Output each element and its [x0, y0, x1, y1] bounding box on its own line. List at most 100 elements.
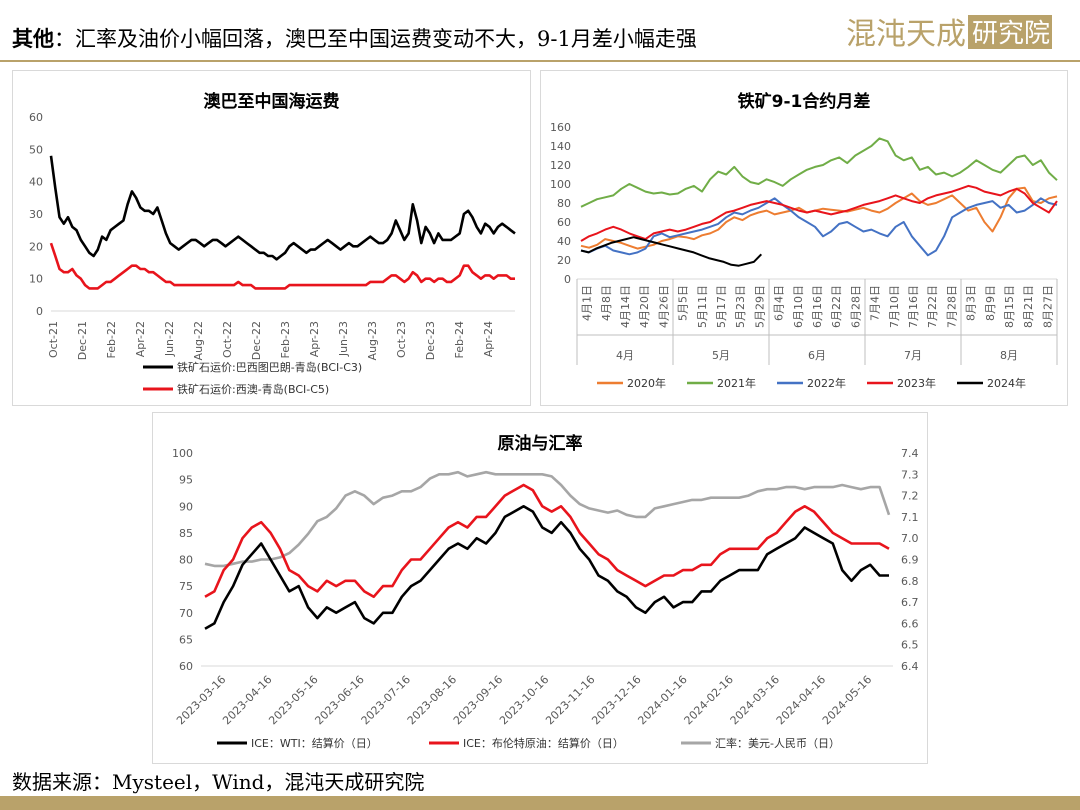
x-tick-label: 4月20日 — [638, 285, 651, 328]
y-tick-label: 60 — [179, 660, 193, 673]
slide-header: 其他：汇率及油价小幅回落，澳巴至中国运费变动不大，9-1月差小幅走强 混沌天成 … — [0, 0, 1080, 62]
x-tick-label: 5月11日 — [696, 285, 709, 328]
y-tick-label: 85 — [179, 527, 193, 540]
x-tick-label: Oct-22 — [221, 321, 234, 358]
x-tick-label: Feb-22 — [105, 321, 118, 358]
y-tick-label: 30 — [29, 208, 43, 221]
legend-label: 2023年 — [897, 376, 936, 390]
x-tick-label: 6月4日 — [773, 285, 786, 321]
x-tick-label: Dec-22 — [250, 321, 263, 360]
y-tick-label: 70 — [179, 607, 193, 620]
y-tick-label: 10 — [29, 273, 43, 286]
y2-tick-label: 6.5 — [901, 639, 919, 652]
x-tick-label: 5月17日 — [715, 285, 728, 328]
legend-label: 2020年 — [627, 376, 666, 390]
y-tick-label: 140 — [550, 140, 571, 153]
y-tick-label: 20 — [29, 240, 43, 253]
y2-tick-label: 6.6 — [901, 617, 919, 630]
x-tick-label: Jun-23 — [337, 321, 350, 357]
y-tick-label: 160 — [550, 121, 571, 134]
legend-label: ICE：WTI：结算价（日） — [251, 736, 378, 750]
y2-tick-label: 7.0 — [901, 532, 919, 545]
x-tick-label: 5月5日 — [677, 285, 690, 321]
x-tick-label: 4月26日 — [657, 285, 670, 328]
brand-logo: 混沌天成 研究院 — [846, 15, 1052, 52]
x-tick-label: 5月23日 — [734, 285, 747, 328]
footer-bar — [0, 796, 1080, 810]
x-tick-label: 8月15日 — [1003, 285, 1016, 328]
series-line — [580, 197, 1058, 257]
series-line — [580, 186, 1058, 250]
series-line — [49, 242, 515, 290]
y-tick-label: 60 — [557, 216, 571, 229]
group-label: 6月 — [808, 349, 826, 362]
y-tick-label: 65 — [179, 633, 193, 646]
x-tick-label: 4月1日 — [581, 285, 594, 321]
x-tick-label: Jun-22 — [163, 321, 176, 357]
x-tick-label: 8月27日 — [1041, 285, 1054, 328]
data-source-note: 数据来源：Mysteel，Wind，混沌天成研究院 — [12, 770, 425, 794]
x-tick-label: 6月22日 — [830, 285, 843, 328]
slide-title-rest: ：汇率及油价小幅回落，澳巴至中国运费变动不大，9-1月差小幅走强 — [54, 27, 697, 51]
x-tick-label: Aug-22 — [192, 321, 205, 360]
x-tick-label: Feb-24 — [453, 321, 466, 358]
oil-fx-chart-panel: 原油与汇率 60 65 70 75 80 85 90 95 100 6.4 6.5 6.6 6.7 6.8… — [152, 412, 928, 764]
y-tick-label: 50 — [29, 143, 43, 156]
y-tick-label: 75 — [179, 580, 193, 593]
legend-label: 2022年 — [807, 376, 846, 390]
x-tick-label: 6月28日 — [849, 285, 862, 328]
legend-label: 2024年 — [987, 376, 1026, 390]
x-tick-label: 8月9日 — [984, 285, 997, 321]
x-tick-label: 7月4日 — [869, 285, 882, 321]
x-tick-label: 6月10日 — [792, 285, 805, 328]
x-tick-label: 7月28日 — [945, 285, 958, 328]
series-line — [204, 483, 890, 599]
legend-label: ICE：布伦特原油：结算价（日） — [463, 736, 624, 750]
svg-text:混沌天成: 混沌天成 — [846, 17, 966, 52]
legend-label: 2021年 — [717, 376, 756, 390]
y-tick-label: 40 — [29, 176, 43, 189]
y-tick-label: 100 — [550, 178, 571, 191]
slide-title-bold: 其他 — [12, 26, 54, 51]
x-tick-label: 4月14日 — [619, 285, 632, 328]
x-tick-label: 5月29日 — [753, 285, 766, 328]
svg-text:研究院: 研究院 — [972, 19, 1050, 49]
x-tick-label: Apr-22 — [134, 321, 147, 357]
series-line — [204, 470, 891, 568]
x-tick-label: 2024-05-16 — [820, 673, 874, 727]
y2-tick-label: 7.4 — [901, 447, 919, 460]
slide-title: 其他：汇率及油价小幅回落，澳巴至中国运费变动不大，9-1月差小幅走强 — [12, 26, 697, 52]
spread-chart-title: 铁矿9-1合约月差 — [737, 92, 871, 112]
group-label: 7月 — [904, 349, 922, 362]
x-tick-label: 7月22日 — [926, 285, 939, 328]
x-tick-label: Feb-23 — [279, 321, 292, 358]
freight-chart-title: 澳巴至中国海运费 — [203, 92, 340, 112]
y-tick-label: 40 — [557, 235, 571, 248]
y-tick-label: 80 — [557, 197, 571, 210]
y-tick-label: 120 — [550, 159, 571, 172]
oil-fx-chart-title: 原油与汇率 — [497, 434, 583, 454]
y2-tick-label: 7.1 — [901, 511, 919, 524]
series-line — [580, 236, 763, 267]
x-tick-label: 8月3日 — [965, 285, 978, 321]
series-line — [580, 137, 1058, 208]
y-tick-label: 90 — [179, 500, 193, 513]
freight-chart-panel: 澳巴至中国海运费 0 10 20 30 40 50 60 Oct-21 Dec-21 Feb-22… — [12, 70, 531, 406]
x-tick-label: 4月8日 — [600, 285, 613, 321]
header-rule — [0, 60, 1080, 62]
x-tick-label: Apr-24 — [482, 321, 495, 357]
y2-tick-label: 6.7 — [901, 596, 919, 609]
x-tick-label: Dec-23 — [424, 321, 437, 360]
y-tick-label: 100 — [172, 447, 193, 460]
freight-chart-svg: 0 10 20 30 40 50 60 Oct-21 Dec-21 Feb-22 Apr-22 Jun… — [29, 111, 516, 396]
y2-tick-label: 6.8 — [901, 575, 919, 588]
series-line — [580, 184, 1058, 242]
y-tick-label: 20 — [557, 254, 571, 267]
legend-label: 铁矿石运价:巴西图巴朗-青岛(BCI-C3) — [177, 360, 362, 374]
y-tick-label: 0 — [36, 305, 43, 318]
x-tick-label: 7月16日 — [907, 285, 920, 328]
x-tick-label: 6月16日 — [811, 285, 824, 328]
y2-tick-label: 7.2 — [901, 490, 919, 503]
legend-label: 铁矿石运价:西澳-青岛(BCI-C5) — [177, 382, 329, 396]
y2-tick-label: 6.9 — [901, 554, 919, 567]
